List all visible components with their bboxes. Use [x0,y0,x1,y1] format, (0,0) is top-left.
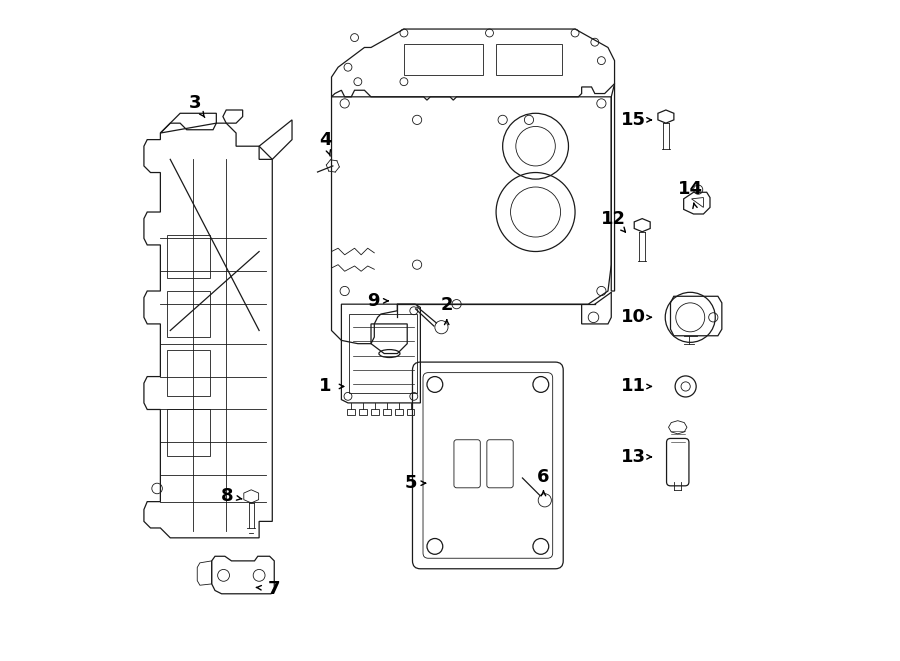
Text: 15: 15 [620,111,645,129]
Text: 12: 12 [600,210,626,227]
Text: 4: 4 [319,131,331,149]
Text: 6: 6 [537,467,550,486]
Text: 2: 2 [440,297,453,315]
Text: 7: 7 [267,580,280,598]
Text: 5: 5 [404,474,417,492]
Text: 9: 9 [366,292,379,310]
Text: 8: 8 [221,487,234,506]
Text: 11: 11 [620,377,645,395]
Text: 13: 13 [620,448,645,466]
Text: 3: 3 [188,95,201,112]
Text: 1: 1 [319,377,331,395]
Text: 14: 14 [678,180,703,198]
Text: 10: 10 [620,308,645,327]
